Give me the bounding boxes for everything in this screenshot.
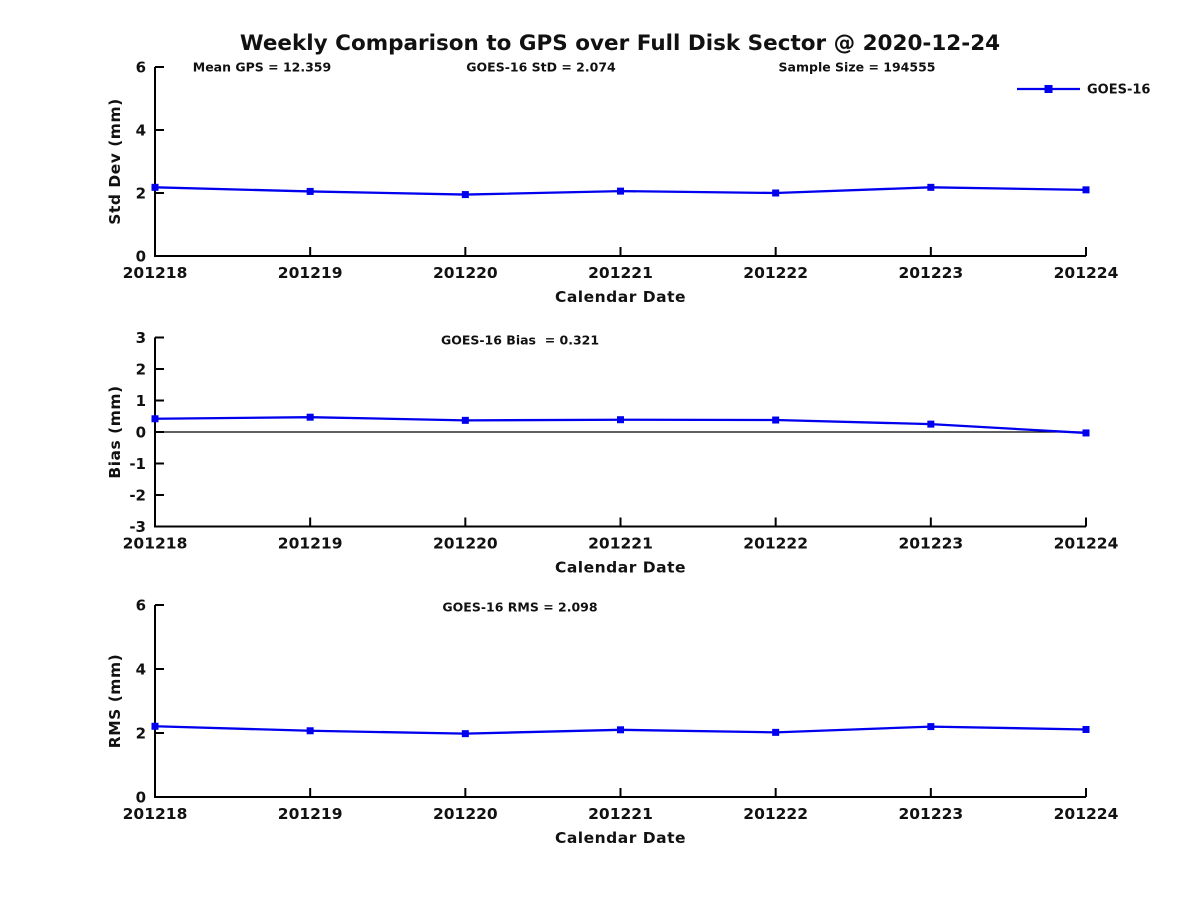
axes-frame — [154, 605, 1086, 798]
data-point — [617, 416, 624, 424]
data-point — [772, 189, 780, 197]
x-tick-label: 201221 — [588, 535, 653, 553]
data-point — [1082, 725, 1090, 733]
x-tick-label: 201224 — [1054, 264, 1119, 282]
y-tick-label: 0 — [136, 248, 146, 266]
x-tick-label: 201224 — [1054, 805, 1119, 823]
annotation-text: GOES-16 Bias = 0.321 — [441, 333, 599, 348]
y-tick-label: 3 — [136, 329, 146, 347]
annotation-text: Mean GPS = 12.359 — [193, 60, 331, 75]
x-tick-label: 201219 — [278, 535, 343, 553]
x-tick-label: 201220 — [433, 805, 498, 823]
x-tick-label: 201220 — [433, 535, 498, 553]
data-point — [151, 722, 159, 730]
x-tick-label: 201221 — [588, 264, 653, 282]
data-point — [151, 415, 159, 423]
y-tick-label: 0 — [136, 789, 146, 807]
legend: GOES-16 — [1017, 83, 1150, 98]
data-point — [461, 730, 469, 738]
x-tick-label: 201220 — [433, 264, 498, 282]
data-point — [772, 416, 780, 424]
data-point — [151, 183, 159, 191]
data-point — [1082, 186, 1090, 194]
x-tick-label: 201224 — [1054, 535, 1119, 553]
x-tick-label: 201222 — [743, 805, 808, 823]
x-tick-label: 201223 — [898, 805, 963, 823]
x-tick-label: 201221 — [588, 805, 653, 823]
y-tick-label: 6 — [136, 597, 146, 615]
data-point — [927, 723, 935, 731]
data-point — [306, 727, 314, 735]
y-tick-label: 2 — [136, 185, 146, 203]
y-tick-label: 2 — [136, 725, 146, 743]
x-axis-label: Calendar Date — [555, 829, 686, 847]
y-axis-label: Std Dev (mm) — [106, 98, 124, 224]
chart-title: Weekly Comparison to GPS over Full Disk … — [239, 31, 1001, 56]
legend-marker-icon — [1044, 85, 1053, 93]
data-point — [306, 413, 314, 421]
x-tick-label: 201222 — [743, 264, 808, 282]
y-tick-label: 4 — [136, 122, 146, 140]
legend-label: GOES-16 — [1087, 83, 1150, 98]
x-tick-label: 201218 — [123, 535, 188, 553]
x-tick-label: 201219 — [278, 264, 343, 282]
subplot-rms: 0 2 4 6 201218 201219 201220 201221 201222 201223… — [106, 597, 1119, 848]
y-axis-label: Bias (mm) — [106, 385, 124, 478]
y-tick-label: 6 — [136, 59, 146, 77]
x-tick-label: 201223 — [898, 535, 963, 553]
y-tick-label: 1 — [136, 392, 146, 410]
x-tick-label: 201223 — [898, 264, 963, 282]
subplot-stddev: 0 2 4 6 201218 201219 201220 201221 201222 201223… — [106, 59, 1119, 307]
y-tick-label: -2 — [129, 487, 146, 505]
x-axis-label: Calendar Date — [555, 559, 686, 577]
data-point — [306, 187, 314, 195]
x-tick-label: 201218 — [123, 805, 188, 823]
y-tick-label: 0 — [136, 424, 146, 442]
annotation-text: GOES-16 StD = 2.074 — [466, 60, 616, 75]
data-point — [1082, 429, 1090, 437]
data-point — [927, 420, 935, 428]
y-tick-label: -1 — [129, 455, 146, 473]
annotation-text: GOES-16 RMS = 2.098 — [442, 600, 597, 615]
y-tick-label: -3 — [129, 518, 146, 536]
data-point — [772, 728, 780, 736]
axes-frame — [154, 67, 1086, 257]
y-tick-label: 2 — [136, 361, 146, 379]
y-tick-label: 4 — [136, 661, 146, 679]
x-axis-label: Calendar Date — [555, 288, 686, 306]
data-point — [617, 187, 624, 195]
y-axis-label: RMS (mm) — [106, 654, 124, 748]
data-point — [927, 183, 935, 191]
x-tick-label: 201218 — [123, 264, 188, 282]
data-point — [461, 191, 469, 199]
data-point — [461, 416, 469, 424]
annotation-text: Sample Size = 194555 — [779, 60, 936, 75]
x-tick-label: 201219 — [278, 805, 343, 823]
data-point — [617, 726, 624, 734]
x-tick-label: 201222 — [743, 535, 808, 553]
